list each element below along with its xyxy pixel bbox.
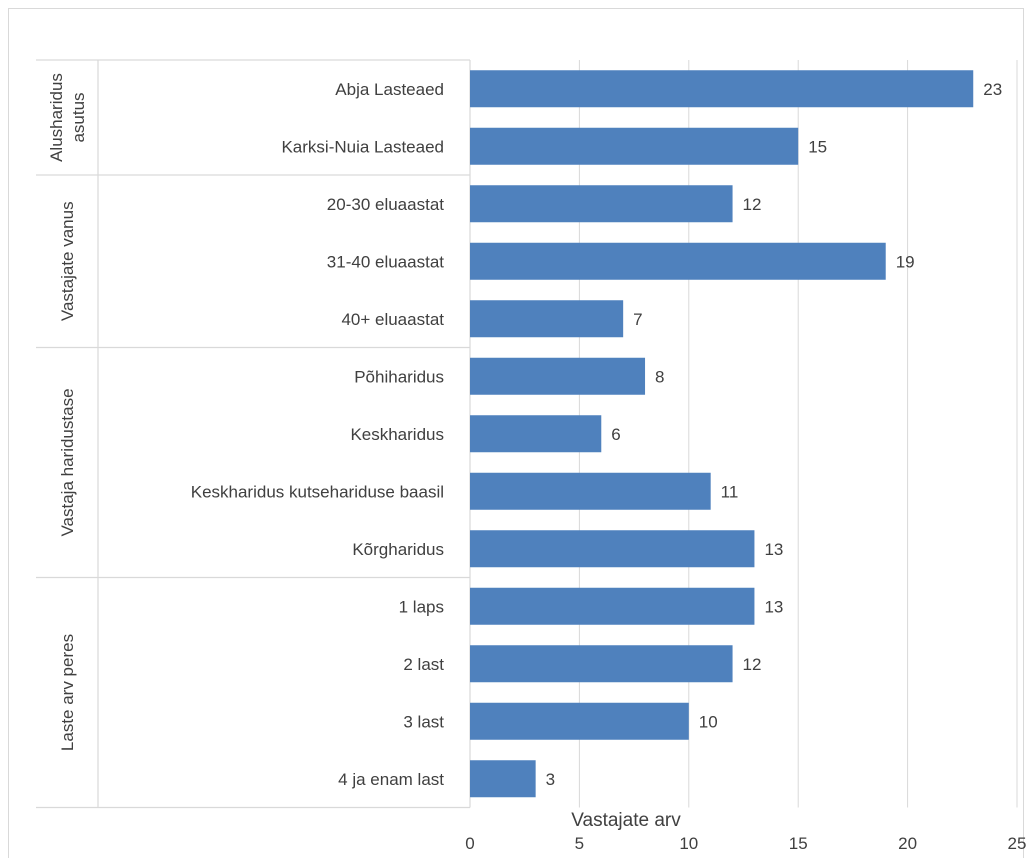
bar <box>470 702 689 740</box>
category-axis <box>36 59 471 809</box>
x-tick-label: 5 <box>575 834 584 853</box>
data-label: 12 <box>743 655 762 674</box>
bar <box>470 472 711 510</box>
group-label: Laste arv peres <box>58 634 77 751</box>
data-label: 8 <box>655 367 664 386</box>
group-label: Vastaja haridustase <box>58 388 77 536</box>
bar <box>470 300 624 338</box>
category-label: 3 last <box>403 712 444 731</box>
bar <box>470 70 974 108</box>
bar <box>470 760 536 798</box>
data-label: 19 <box>896 252 915 271</box>
x-axis-title: Vastajate arv <box>571 810 681 831</box>
labels: 0 5 10 15 20 25 Abja Lasteaed 23 Karksi-Nuia Las… <box>47 73 1026 853</box>
category-label: 4 ja enam last <box>338 770 444 789</box>
bar <box>470 127 799 165</box>
x-tick-label: 25 <box>1008 834 1027 853</box>
data-label: 11 <box>721 482 739 501</box>
data-label: 12 <box>743 195 762 214</box>
bar <box>470 415 602 453</box>
category-label: 20-30 eluaastat <box>327 195 444 214</box>
bar <box>470 357 646 395</box>
category-label: 40+ eluaastat <box>341 310 444 329</box>
x-tick-label: 15 <box>789 834 808 853</box>
bar <box>470 185 733 223</box>
data-label: 3 <box>546 770 555 789</box>
category-label: Kõrgharidus <box>352 540 444 559</box>
data-label: 13 <box>764 540 783 559</box>
x-tick-label: 20 <box>898 834 917 853</box>
category-label: Põhiharidus <box>354 367 444 386</box>
data-label: 6 <box>611 425 620 444</box>
category-label: Abja Lasteaed <box>335 80 444 99</box>
bar <box>470 645 733 683</box>
category-label: 31-40 eluaastat <box>327 252 444 271</box>
category-label: Karksi-Nuia Lasteaed <box>281 137 444 156</box>
bar <box>470 587 755 625</box>
x-tick-label: 10 <box>679 834 698 853</box>
group-label: asutus <box>69 92 88 142</box>
bar <box>470 530 755 568</box>
category-label: Keskharidus kutsehariduse baasil <box>191 482 444 501</box>
data-label: 15 <box>808 137 827 156</box>
data-label: 7 <box>633 310 642 329</box>
x-tick-label: 0 <box>465 834 474 853</box>
group-label: Vastajate vanus <box>58 201 77 321</box>
data-label: 10 <box>699 712 718 731</box>
bars <box>470 70 974 798</box>
category-label: 2 last <box>403 655 444 674</box>
data-label: 13 <box>764 597 783 616</box>
bar <box>470 242 886 280</box>
group-label: Alusharidus <box>47 73 66 162</box>
category-label: 1 laps <box>399 597 444 616</box>
category-label: Keskharidus <box>350 425 444 444</box>
chart-frame <box>8 8 1024 858</box>
data-label: 23 <box>983 80 1002 99</box>
